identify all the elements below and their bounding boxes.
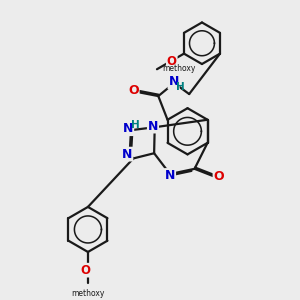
Text: O: O <box>128 84 139 98</box>
Text: O: O <box>81 264 91 277</box>
Text: N: N <box>148 120 158 133</box>
Text: O: O <box>214 170 224 183</box>
Text: H: H <box>131 120 140 130</box>
Text: methoxy: methoxy <box>71 290 105 298</box>
Text: N: N <box>123 122 133 135</box>
Text: O: O <box>167 55 177 68</box>
Text: N: N <box>165 169 175 182</box>
Text: H: H <box>176 82 184 92</box>
Text: methoxy: methoxy <box>162 64 196 73</box>
Text: N: N <box>122 148 133 160</box>
Text: N: N <box>168 75 179 88</box>
